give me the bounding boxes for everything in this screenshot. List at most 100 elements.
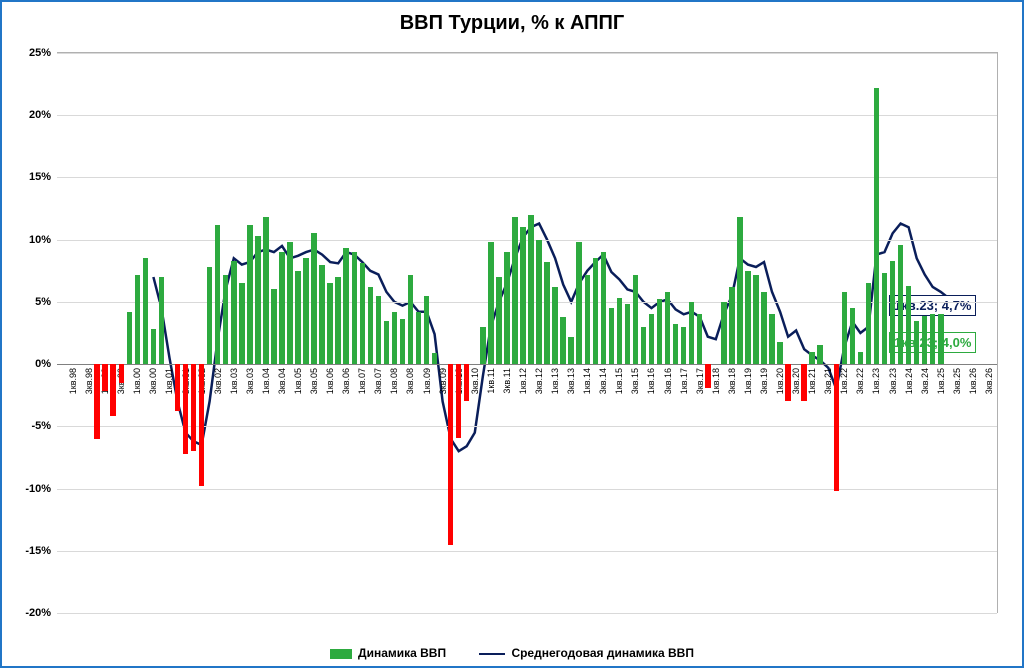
- y-axis-label: 25%: [29, 47, 51, 59]
- bar: [858, 352, 864, 364]
- x-axis-label: 3кв.14: [598, 368, 608, 394]
- bar: [801, 364, 807, 401]
- legend-bar-label: Динамика ВВП: [358, 646, 446, 660]
- bar: [705, 364, 711, 388]
- x-axis-label: 3кв.17: [695, 368, 705, 394]
- bar: [416, 312, 422, 364]
- bar: [319, 265, 325, 365]
- bar: [368, 287, 374, 364]
- x-axis-label: 1кв.26: [968, 368, 978, 394]
- x-axis-label: 1кв.22: [839, 368, 849, 394]
- bar: [311, 233, 317, 364]
- x-axis-label: 3кв.12: [534, 368, 544, 394]
- bar: [191, 364, 197, 451]
- bar: [488, 242, 494, 364]
- bar: [601, 252, 607, 364]
- bar: [834, 364, 840, 491]
- x-axis-label: 3кв.25: [952, 368, 962, 394]
- bar: [424, 296, 430, 364]
- x-axis-label: 3кв.22: [855, 368, 865, 394]
- chart-frame: ВВП Турции, % к АППГ 1кв.23; 4,7% 1кв.23…: [0, 0, 1024, 668]
- bar: [842, 292, 848, 364]
- x-axis-label: 1кв.09: [422, 368, 432, 394]
- x-axis-label: 1кв.01: [164, 368, 174, 394]
- y-axis-label: 10%: [29, 234, 51, 246]
- bar: [496, 277, 502, 364]
- bar: [625, 304, 631, 364]
- x-axis-label: 1кв.23: [871, 368, 881, 394]
- bar: [247, 225, 253, 364]
- bar: [279, 252, 285, 364]
- bar: [287, 242, 293, 364]
- bar: [255, 236, 261, 364]
- bar: [866, 283, 872, 364]
- bar: [737, 217, 743, 364]
- bar: [456, 364, 462, 437]
- bar: [609, 308, 615, 364]
- bar: [295, 271, 301, 364]
- x-axis-label: 1кв.15: [614, 368, 624, 394]
- bar: [159, 277, 165, 364]
- x-axis-label: 3кв.16: [663, 368, 673, 394]
- bar: [657, 299, 663, 364]
- bar: [536, 240, 542, 364]
- x-axis-label: 3кв.19: [759, 368, 769, 394]
- x-axis-label: 1кв.06: [325, 368, 335, 394]
- bar: [135, 275, 141, 365]
- bar: [392, 312, 398, 364]
- bar: [335, 277, 341, 364]
- y-axis-label: -15%: [25, 545, 51, 557]
- x-axis-label: 3кв.15: [630, 368, 640, 394]
- y-axis-label: 20%: [29, 109, 51, 121]
- x-axis-label: 1кв.14: [582, 368, 592, 394]
- bar: [633, 275, 639, 365]
- x-axis-label: 3кв.08: [405, 368, 415, 394]
- bar: [649, 314, 655, 364]
- bar: [175, 364, 181, 411]
- bar: [665, 292, 671, 364]
- gridline: [57, 177, 997, 178]
- x-axis-label: 1кв.21: [807, 368, 817, 394]
- gridline: [57, 613, 997, 614]
- bar: [480, 327, 486, 364]
- bar: [303, 258, 309, 364]
- x-axis-label: 3кв.24: [920, 368, 930, 394]
- gridline: [57, 302, 997, 303]
- bar: [777, 342, 783, 364]
- y-axis-label: -10%: [25, 483, 51, 495]
- bar: [183, 364, 189, 454]
- bar: [143, 258, 149, 364]
- bar: [568, 337, 574, 364]
- x-axis-label: 1кв.18: [711, 368, 721, 394]
- x-axis-label: 3кв.10: [470, 368, 480, 394]
- bar: [769, 314, 775, 364]
- bar: [585, 275, 591, 365]
- plot-area: 1кв.23; 4,7% 1кв.23; 4,0% -20%-15%-10%-5…: [57, 52, 998, 613]
- x-axis-label: 3кв.20: [791, 368, 801, 394]
- x-axis-label: 3кв.13: [566, 368, 576, 394]
- x-axis-label: 1кв.16: [646, 368, 656, 394]
- x-axis-label: 3кв.00: [148, 368, 158, 394]
- bar: [544, 262, 550, 364]
- bar: [448, 364, 454, 544]
- bar: [400, 319, 406, 364]
- bar: [906, 286, 912, 364]
- bar: [617, 298, 623, 364]
- x-axis-label: 3кв.21: [823, 368, 833, 394]
- bar: [560, 317, 566, 364]
- bar: [151, 329, 157, 364]
- x-axis-label: 3кв.11: [502, 368, 512, 394]
- x-axis-label: 1кв.04: [261, 368, 271, 394]
- legend: Динамика ВВП Среднегодовая динамика ВВП: [2, 646, 1022, 660]
- y-axis-label: -20%: [25, 607, 51, 619]
- bar: [753, 275, 759, 365]
- bar: [930, 314, 936, 364]
- bar: [352, 252, 358, 364]
- bar: [729, 287, 735, 364]
- bar: [239, 283, 245, 364]
- bar: [817, 345, 823, 364]
- bar: [384, 321, 390, 365]
- bar: [464, 364, 470, 401]
- bar: [119, 364, 125, 383]
- legend-line-swatch: [479, 653, 505, 655]
